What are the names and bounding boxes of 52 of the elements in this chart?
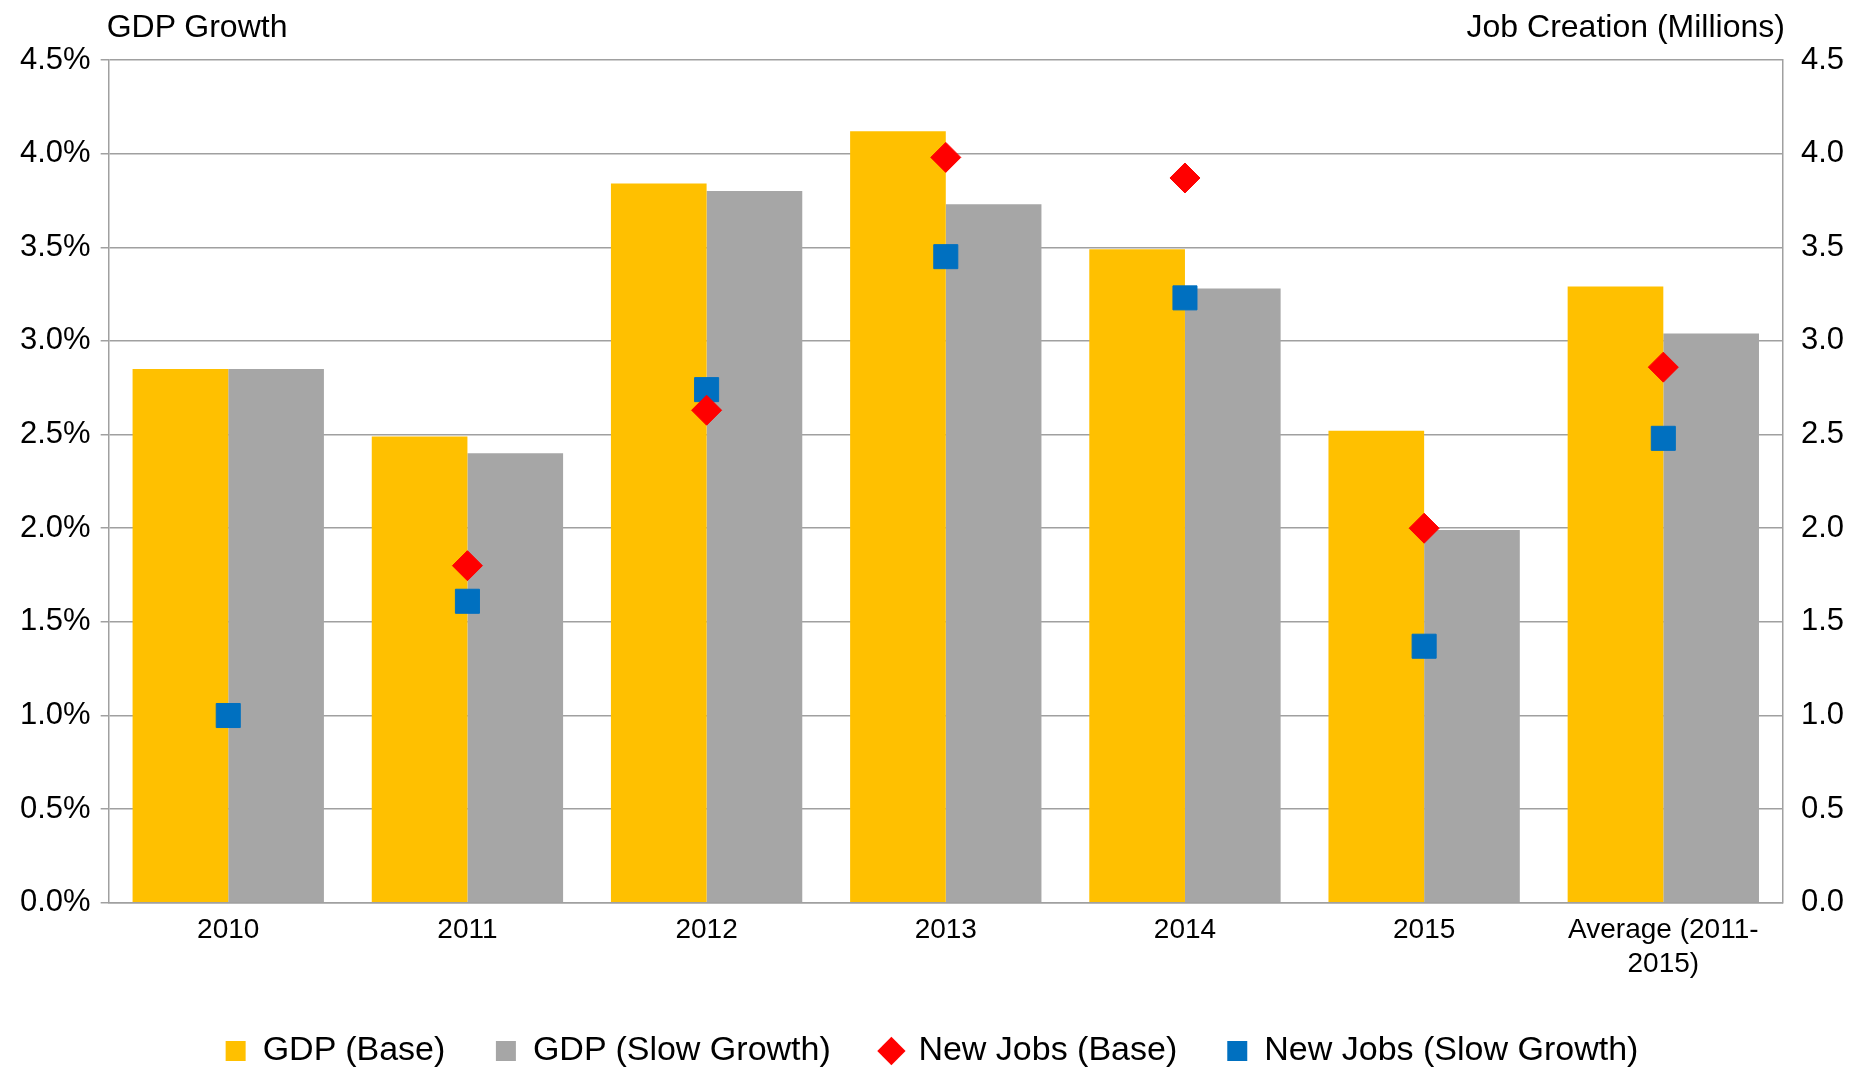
point <box>1411 633 1437 659</box>
legend-label: New Jobs (Base) <box>918 1029 1178 1068</box>
y2-tick-label: 0.0 <box>1800 883 1845 919</box>
y2-tick-label: 1.5 <box>1800 602 1845 638</box>
y-tick-label: 4.0% <box>19 134 91 170</box>
y2-tick-label: 4.0 <box>1800 134 1845 170</box>
point <box>691 394 723 426</box>
legend-label: GDP (Base) <box>262 1029 446 1068</box>
x-tick-label: 2013 <box>914 913 977 945</box>
x-tick-label: 2011 <box>437 913 498 945</box>
x-tick-label: 2015 <box>1392 913 1456 945</box>
y-tick-label: 2.0% <box>19 508 91 544</box>
point <box>1169 162 1201 194</box>
point <box>1408 512 1440 544</box>
x-tick-label: 2010 <box>197 913 260 945</box>
point <box>1650 425 1676 451</box>
y-axis-title: GDP Growth <box>106 7 288 44</box>
bar <box>132 369 229 903</box>
bar <box>610 183 707 903</box>
point <box>454 588 480 614</box>
x-tick-label: 2012 <box>675 913 738 945</box>
x-tick-label: 2014 <box>1153 913 1217 945</box>
y2-tick-label: 2.0 <box>1800 508 1845 544</box>
y2-tick-label: 2.5 <box>1800 415 1845 451</box>
y-tick-label: 2.5% <box>19 415 91 451</box>
bar <box>1567 286 1664 903</box>
bar <box>1328 430 1425 903</box>
y-tick-label: 3.5% <box>19 227 91 263</box>
point <box>933 244 959 270</box>
y-tick-label: 3.0% <box>19 321 91 357</box>
y-tick-label: 1.0% <box>19 696 91 732</box>
y2-tick-label: 3.5 <box>1800 227 1845 263</box>
point <box>451 550 483 582</box>
y-tick-label: 0.5% <box>19 789 91 825</box>
y2-tick-label: 4.5 <box>1800 40 1845 76</box>
y2-tick-label: 0.5 <box>1800 789 1845 825</box>
y-tick-label: 1.5% <box>19 602 91 638</box>
y2-axis-title: Job Creation (Millions) <box>1466 7 1785 44</box>
point <box>1172 285 1198 311</box>
y-tick-label: 0.0% <box>19 883 91 919</box>
y-tick-label: 4.5% <box>19 40 91 76</box>
legend-label: GDP (Slow Growth) <box>532 1029 831 1068</box>
point <box>215 702 241 729</box>
bar <box>371 436 468 903</box>
bar <box>1089 249 1185 903</box>
y2-tick-label: 1.0 <box>1800 696 1845 732</box>
point <box>1647 351 1679 383</box>
legend-label: New Jobs (Slow Growth) <box>1264 1029 1639 1068</box>
x-tick-label: Average (2011-2015) <box>1568 913 1759 978</box>
bar <box>850 131 946 903</box>
point <box>930 141 962 173</box>
y2-tick-label: 3.0 <box>1800 321 1845 357</box>
